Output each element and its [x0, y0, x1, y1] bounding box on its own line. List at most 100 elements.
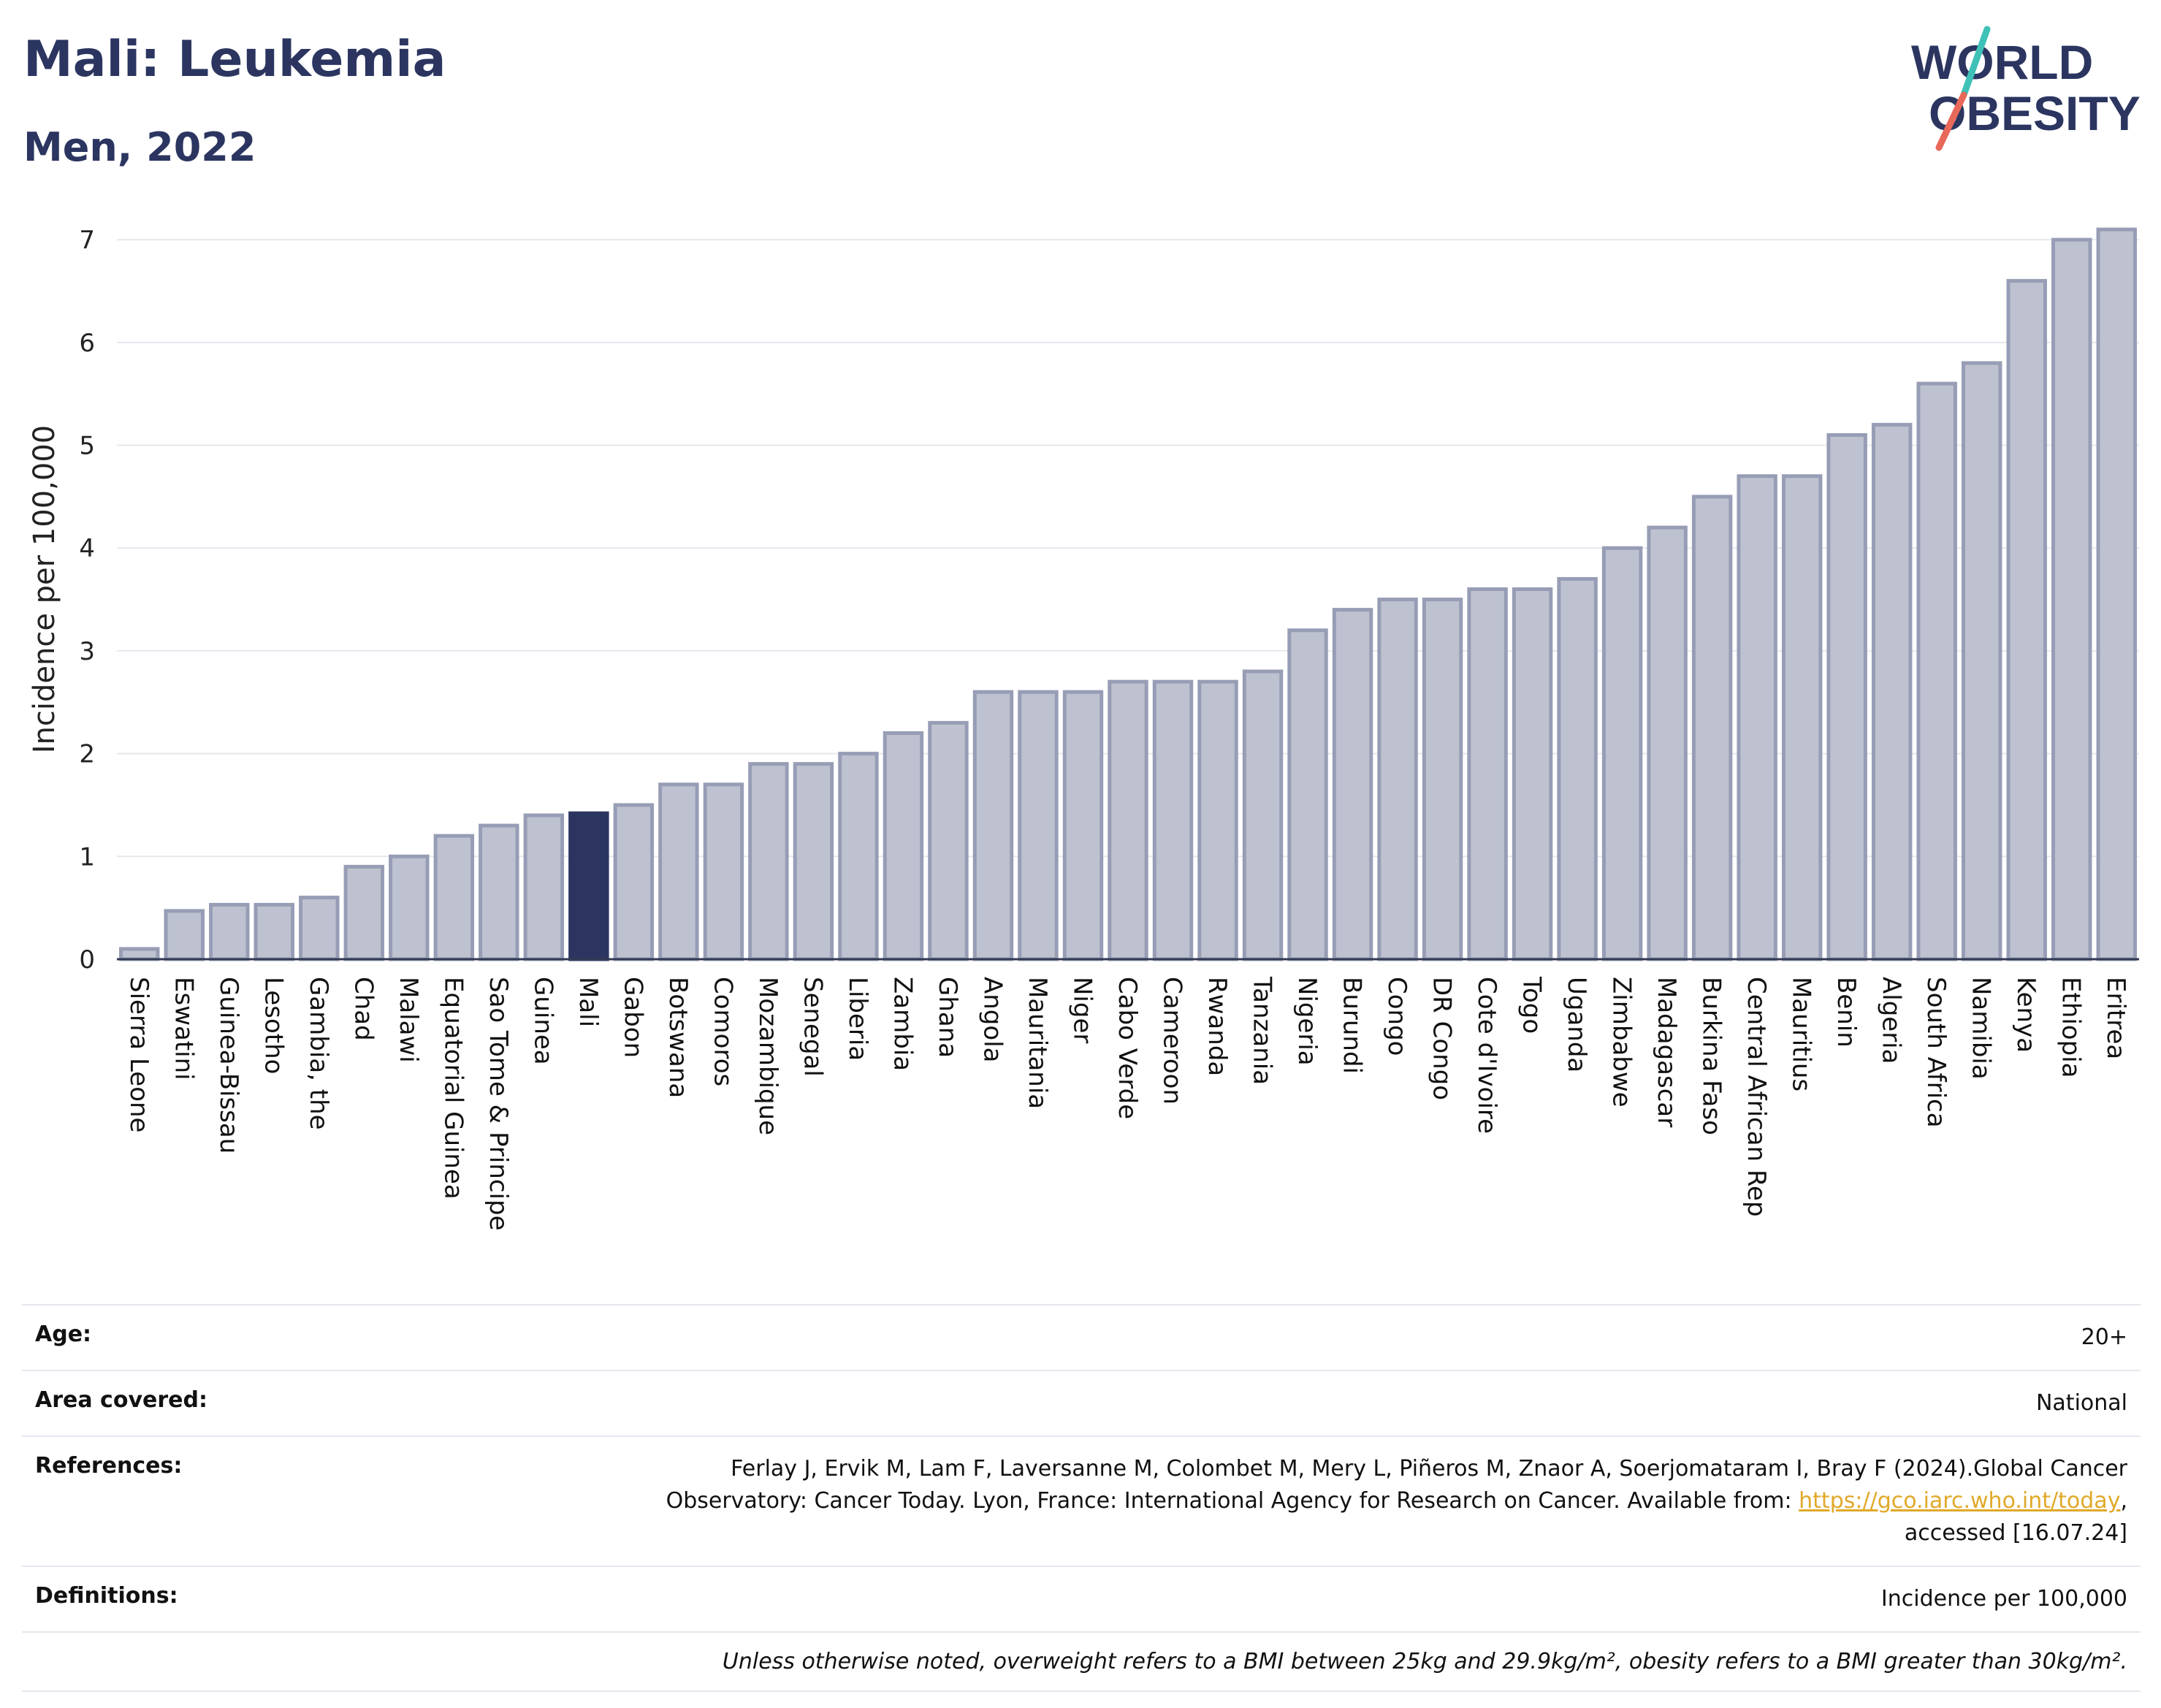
info-table: Age: 20+ Area covered: National Referenc…: [22, 1304, 2141, 1692]
bar-mauritius[interactable]: [1781, 474, 1823, 961]
bar-angola[interactable]: [972, 690, 1014, 961]
bar-senegal[interactable]: [793, 762, 834, 961]
x-tick-label: Cameroon: [1158, 977, 1187, 1105]
bar-liberia[interactable]: [838, 752, 879, 961]
area-value: National: [560, 1370, 2141, 1436]
bar-sierra-leone[interactable]: [119, 947, 160, 961]
bar-ghana[interactable]: [928, 720, 969, 961]
logo-line-1: WORLD: [1911, 35, 2093, 89]
x-tick-label: Cabo Verde: [1113, 977, 1142, 1119]
x-tick-label: South Africa: [1921, 977, 1951, 1128]
bar-malawi[interactable]: [389, 854, 430, 961]
bar-sao-tome-principe[interactable]: [479, 823, 519, 961]
logo-slash-bottom: [1935, 91, 1967, 151]
logo-slash-top: [1960, 26, 1991, 99]
bar-ethiopia[interactable]: [2051, 237, 2092, 961]
x-tick-label: Eritrea: [2101, 977, 2130, 1059]
bar-gambia-the[interactable]: [299, 896, 340, 961]
x-tick-label: Cote d'Ivoire: [1472, 977, 1501, 1134]
x-tick-label: Gabon: [618, 977, 647, 1058]
x-tick-label: Congo: [1382, 977, 1411, 1056]
bar-comoros[interactable]: [703, 782, 744, 961]
references-label: References:: [22, 1436, 560, 1566]
x-tick-label: DR Congo: [1428, 977, 1457, 1100]
x-tick-label: Mozambique: [753, 977, 782, 1135]
bar-gabon[interactable]: [613, 803, 655, 961]
bar-burkina-faso[interactable]: [1691, 495, 1733, 961]
bar-botswana[interactable]: [658, 782, 699, 961]
age-label: Age:: [22, 1304, 560, 1370]
bar-nigeria[interactable]: [1287, 628, 1328, 961]
bar-equatorial-guinea[interactable]: [433, 834, 475, 961]
x-tick-label: Guinea-Bissau: [214, 977, 243, 1154]
x-tick-label: Madagascar: [1652, 977, 1681, 1127]
x-tick-label: Benin: [1832, 977, 1861, 1048]
x-tick-label: Zimbabwe: [1607, 977, 1636, 1107]
bar-uganda[interactable]: [1557, 576, 1598, 961]
y-axis-label: Incidence per 100,000: [28, 425, 61, 754]
bar-eswatini[interactable]: [164, 909, 205, 961]
x-tick-label: Lesotho: [259, 977, 288, 1074]
bar-mozambique[interactable]: [748, 762, 789, 961]
references-line-3: accessed [16.07.24]: [1904, 1520, 2127, 1546]
bar-guinea-bissau[interactable]: [209, 902, 250, 961]
bar-algeria[interactable]: [1871, 422, 1913, 961]
bar-zimbabwe[interactable]: [1601, 546, 1643, 961]
bar-lesotho[interactable]: [254, 902, 295, 961]
x-tick-label: Angola: [977, 977, 1007, 1062]
bar-chad[interactable]: [343, 864, 385, 961]
x-tick-label: Mauritius: [1787, 977, 1816, 1091]
bar-zambia[interactable]: [883, 731, 924, 961]
world-obesity-logo: WORLD OBESITY: [1911, 26, 2141, 151]
x-tick-label: Burundi: [1338, 977, 1367, 1074]
x-tick-label: Liberia: [843, 977, 872, 1061]
info-row-definitions: Definitions: Incidence per 100,000: [22, 1566, 2141, 1632]
info-row-area: Area covered: National: [22, 1370, 2141, 1436]
y-tick-label: 6: [79, 329, 95, 358]
x-tick-label: Comoros: [708, 977, 737, 1086]
x-tick-label: Equatorial Guinea: [438, 977, 468, 1200]
page-subtitle: Men, 2022: [23, 124, 256, 170]
bar-cote-d-ivoire[interactable]: [1467, 587, 1508, 961]
info-row-note: Unless otherwise noted, overweight refer…: [22, 1631, 2141, 1692]
bar-cameroon[interactable]: [1152, 679, 1194, 961]
bar-benin[interactable]: [1826, 432, 1867, 961]
bar-central-african-rep[interactable]: [1737, 474, 1777, 961]
bar-burundi[interactable]: [1332, 608, 1373, 961]
page-title: Mali: Leukemia: [23, 31, 446, 88]
bar-tanzania[interactable]: [1242, 669, 1284, 961]
info-row-references: References: Ferlay J, Ervik M, Lam F, La…: [22, 1436, 2141, 1566]
x-tick-label: Algeria: [1877, 977, 1906, 1064]
x-tick-label: Malawi: [394, 977, 423, 1063]
x-tick-label: Kenya: [2011, 977, 2040, 1053]
x-tick-label: Central African Rep: [1742, 977, 1771, 1217]
bar-chart: 0 1 2 3 4 5 6 7 Incidence per 100,000 Sierra Leon…: [28, 226, 2139, 1231]
bar-togo[interactable]: [1512, 587, 1553, 961]
bar-namibia[interactable]: [1961, 361, 2002, 961]
x-tick-label: Senegal: [798, 977, 827, 1077]
bar-eritrea[interactable]: [2096, 227, 2137, 961]
y-tick-label: 4: [79, 534, 95, 563]
x-tick-label: Eswatini: [169, 977, 198, 1080]
area-label: Area covered:: [22, 1370, 560, 1436]
bar-south-africa[interactable]: [1916, 381, 1957, 961]
definitions-value: Incidence per 100,000: [560, 1566, 2141, 1632]
bar-niger[interactable]: [1062, 690, 1104, 961]
references-link[interactable]: https://gco.iarc.who.int/today: [1799, 1488, 2121, 1514]
x-tick-label: Tanzania: [1248, 976, 1277, 1085]
bar-guinea[interactable]: [523, 813, 565, 961]
bar-congo[interactable]: [1377, 598, 1418, 961]
bar-dr-congo[interactable]: [1422, 598, 1463, 961]
references-value: Ferlay J, Ervik M, Lam F, Laversanne M, …: [560, 1436, 2141, 1566]
x-tick-label: Gambia, the: [304, 977, 333, 1130]
bar-mali[interactable]: [568, 811, 609, 961]
x-tick-label: Zambia: [888, 977, 917, 1071]
bar-rwanda[interactable]: [1197, 679, 1238, 961]
age-value: 20+: [560, 1304, 2141, 1370]
bar-madagascar[interactable]: [1647, 525, 1688, 961]
x-tick-label: Mali: [573, 977, 603, 1027]
x-tick-label: Rwanda: [1203, 977, 1232, 1076]
bar-mauritania[interactable]: [1018, 690, 1059, 961]
bar-kenya[interactable]: [2006, 278, 2047, 961]
bar-cabo-verde[interactable]: [1108, 679, 1148, 961]
